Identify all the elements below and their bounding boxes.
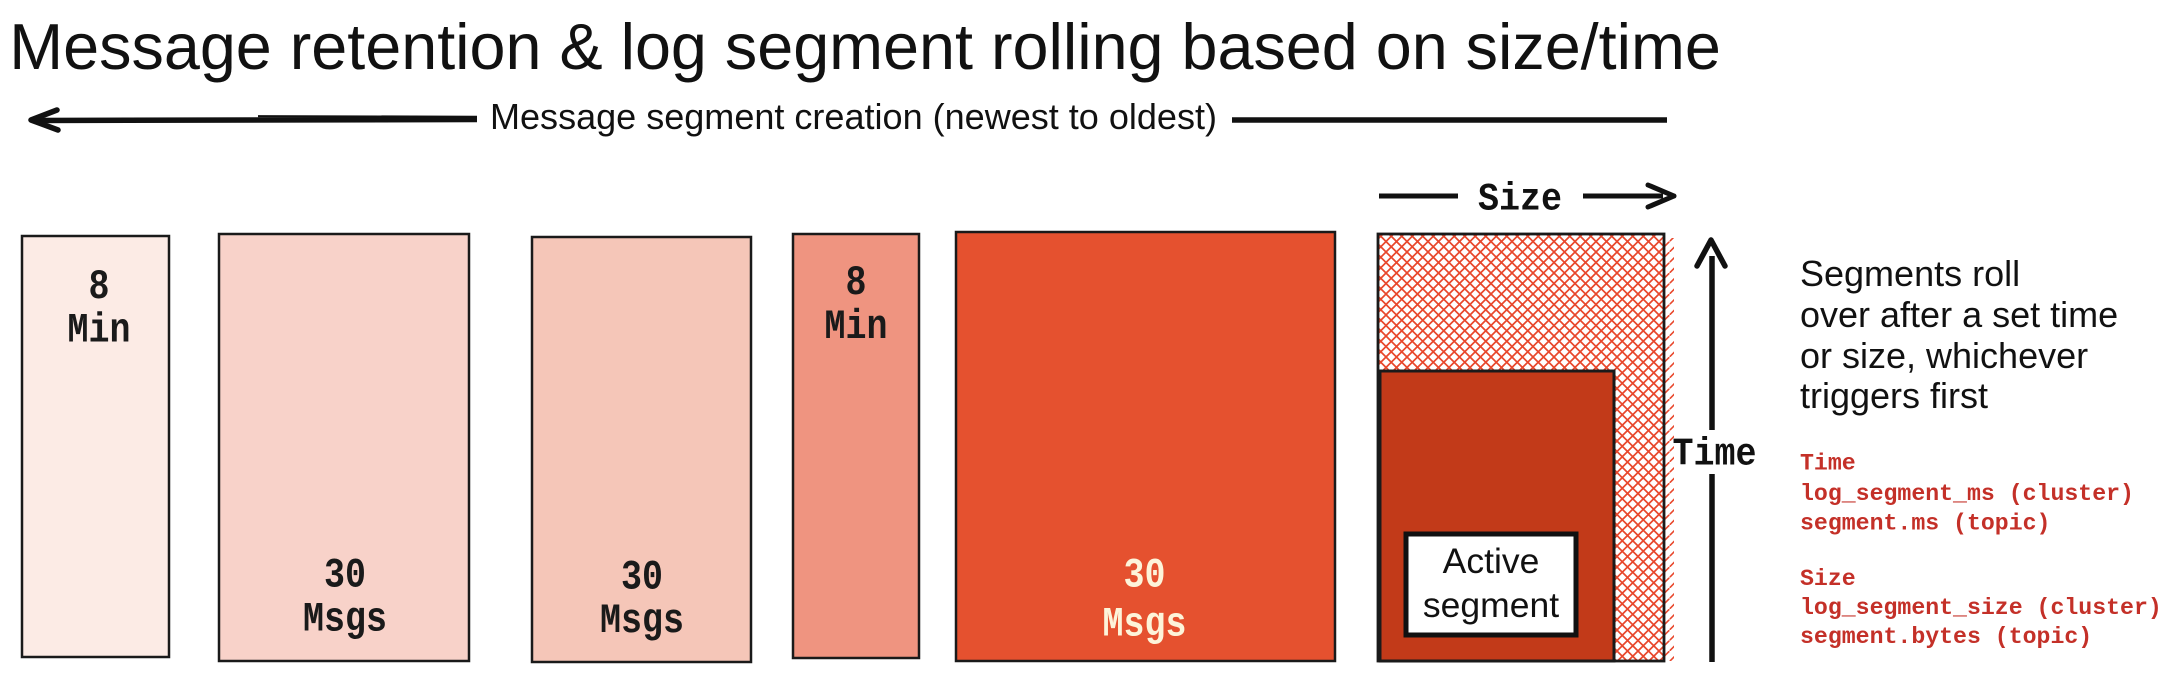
svg-text:log_segment_size (cluster): log_segment_size (cluster): [1800, 595, 2162, 621]
svg-text:Time: Time: [1673, 433, 1757, 477]
svg-text:Size: Size: [1478, 178, 1562, 222]
svg-text:Msgs: Msgs: [600, 597, 684, 645]
svg-text:8: 8: [89, 263, 110, 311]
svg-text:Active: Active: [1443, 541, 1540, 581]
svg-text:segment.ms (topic): segment.ms (topic): [1800, 511, 2050, 537]
svg-text:8: 8: [846, 259, 867, 307]
svg-text:segment.bytes (topic): segment.bytes (topic): [1800, 624, 2092, 650]
svg-text:triggers first: triggers first: [1800, 375, 1988, 416]
svg-text:Message segment creation (newe: Message segment creation (newest to olde…: [490, 96, 1217, 137]
svg-text:30: 30: [324, 552, 366, 600]
svg-text:Min: Min: [825, 303, 888, 351]
svg-text:segment: segment: [1423, 585, 1559, 625]
svg-text:Time: Time: [1800, 451, 1856, 477]
svg-text:over after a set time: over after a set time: [1800, 294, 2118, 335]
svg-text:or size, whichever: or size, whichever: [1800, 335, 2088, 376]
svg-text:log_segment_ms (cluster): log_segment_ms (cluster): [1800, 481, 2134, 507]
svg-text:Min: Min: [68, 307, 131, 355]
svg-text:Message retention & log segmen: Message retention & log segment rolling …: [9, 10, 1721, 83]
svg-text:30: 30: [1124, 552, 1166, 600]
svg-text:Segments roll: Segments roll: [1800, 253, 2020, 294]
svg-text:Msgs: Msgs: [1103, 601, 1187, 649]
svg-text:30: 30: [621, 554, 663, 602]
svg-text:Msgs: Msgs: [303, 596, 387, 644]
svg-text:Size: Size: [1800, 566, 1856, 592]
